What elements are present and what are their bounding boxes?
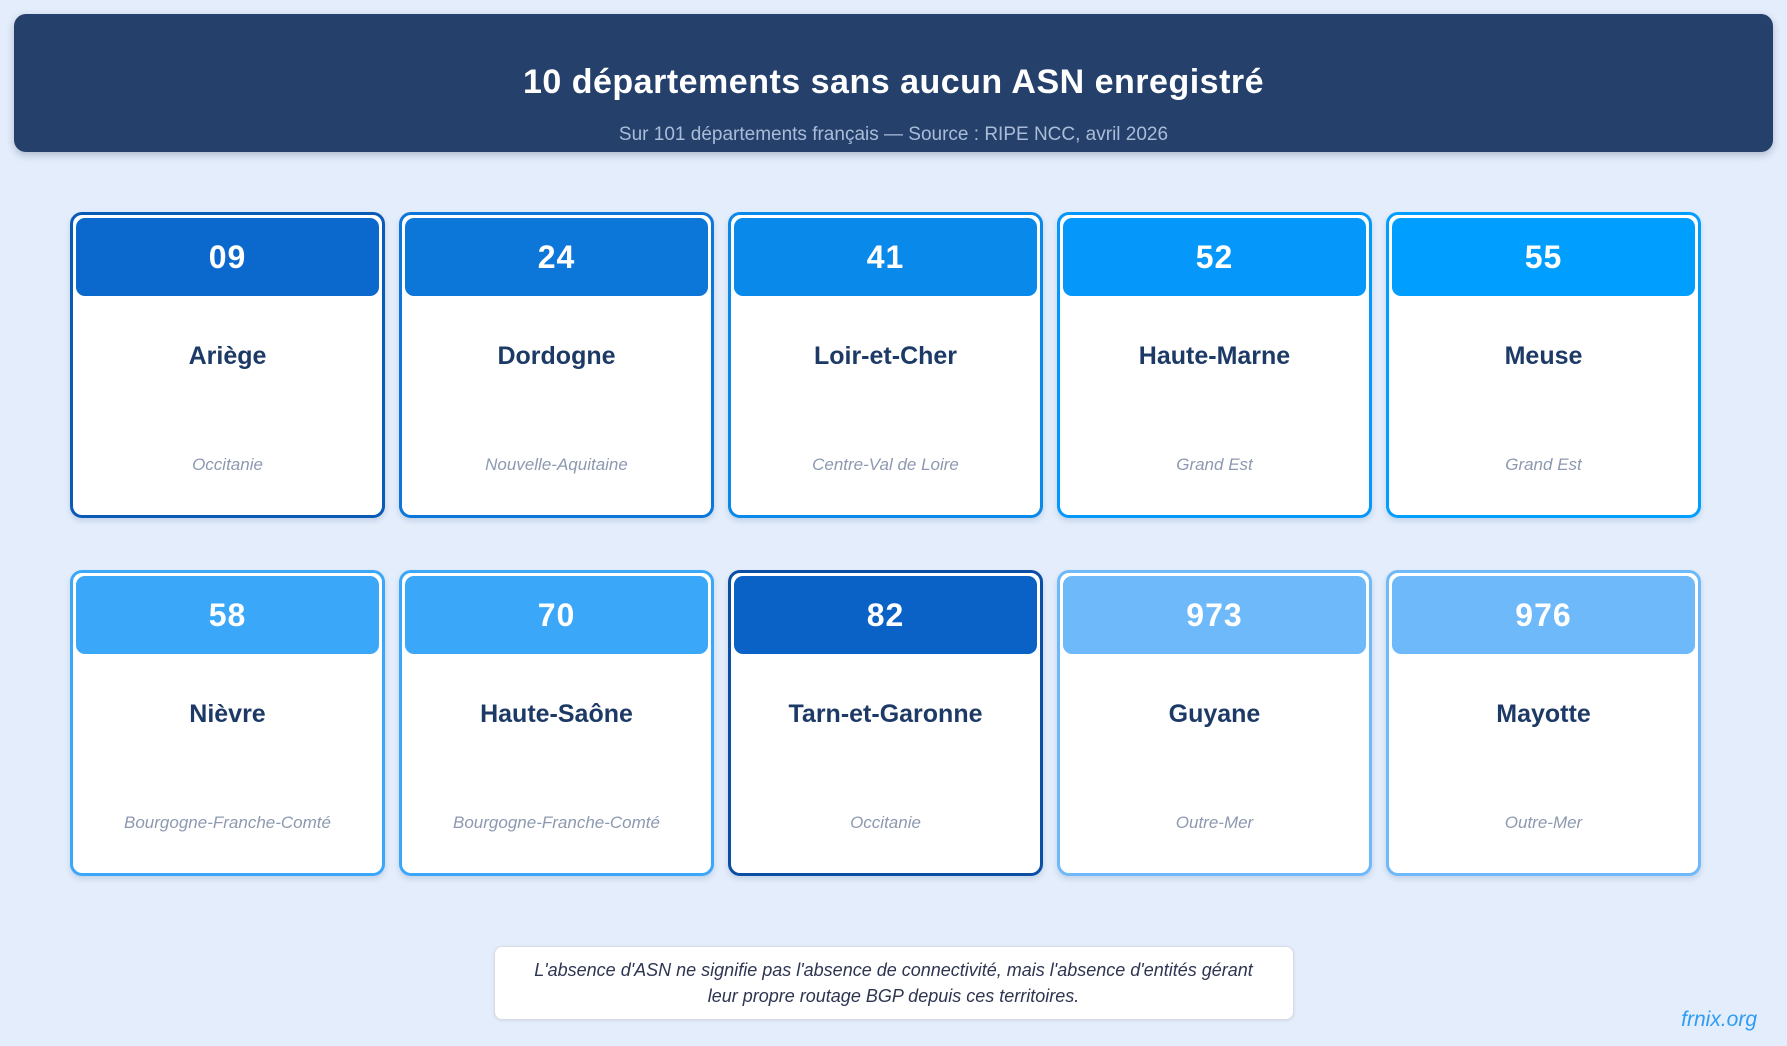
card-body: Ariège Occitanie xyxy=(73,296,382,515)
card-code-header: 52 xyxy=(1063,218,1366,296)
card-body: Loir-et-Cher Centre-Val de Loire xyxy=(731,296,1040,515)
card-region: Bourgogne-Franche-Comté xyxy=(453,813,660,832)
note-text: L'absence d'ASN ne signifie pas l'absenc… xyxy=(534,960,1253,1007)
card-region: Grand Est xyxy=(1176,455,1253,474)
card-code-header: 41 xyxy=(734,218,1037,296)
department-card: 58 Nièvre Bourgogne-Franche-Comté xyxy=(70,570,385,876)
department-card: 55 Meuse Grand Est xyxy=(1386,212,1701,518)
card-name: Tarn-et-Garonne xyxy=(788,700,983,728)
department-card: 41 Loir-et-Cher Centre-Val de Loire xyxy=(728,212,1043,518)
department-card: 973 Guyane Outre-Mer xyxy=(1057,570,1372,876)
card-name: Mayotte xyxy=(1496,700,1591,728)
card-body: Haute-Marne Grand Est xyxy=(1060,296,1369,515)
card-code: 52 xyxy=(1195,238,1234,275)
page-subtitle: Sur 101 départements français — Source :… xyxy=(618,124,1169,145)
card-body: Nièvre Bourgogne-Franche-Comté xyxy=(73,654,382,873)
card-code: 976 xyxy=(1515,596,1572,633)
card-name: Haute-Saône xyxy=(480,700,633,728)
card-body: Dordogne Nouvelle-Aquitaine xyxy=(402,296,711,515)
card-region: Outre-Mer xyxy=(1175,813,1254,832)
department-card: 09 Ariège Occitanie xyxy=(70,212,385,518)
card-code-header: 973 xyxy=(1063,576,1366,654)
card-code-header: 976 xyxy=(1392,576,1695,654)
card-region: Occitanie xyxy=(850,813,921,832)
card-name: Ariège xyxy=(188,342,267,370)
card-code: 82 xyxy=(866,596,905,633)
card-body: Meuse Grand Est xyxy=(1389,296,1698,515)
card-code: 24 xyxy=(537,238,576,275)
cards-grid: 09 Ariège Occitanie 24 Dordogne Nouvelle… xyxy=(70,212,1703,876)
card-code: 70 xyxy=(537,596,576,633)
department-card: 52 Haute-Marne Grand Est xyxy=(1057,212,1372,518)
card-region: Occitanie xyxy=(192,455,263,474)
card-region: Centre-Val de Loire xyxy=(812,455,959,474)
card-code-header: 09 xyxy=(76,218,379,296)
card-code-header: 24 xyxy=(405,218,708,296)
card-region: Grand Est xyxy=(1505,455,1582,474)
card-name: Meuse xyxy=(1504,342,1583,370)
note-box: L'absence d'ASN ne signifie pas l'absenc… xyxy=(493,946,1294,1021)
card-body: Mayotte Outre-Mer xyxy=(1389,654,1698,873)
department-card: 70 Haute-Saône Bourgogne-Franche-Comté xyxy=(399,570,714,876)
card-name: Dordogne xyxy=(497,342,616,370)
page-title: 10 départements sans aucun ASN enregistr… xyxy=(522,63,1265,101)
card-code-header: 82 xyxy=(734,576,1037,654)
card-body: Haute-Saône Bourgogne-Franche-Comté xyxy=(402,654,711,873)
card-code: 55 xyxy=(1524,238,1563,275)
department-card: 24 Dordogne Nouvelle-Aquitaine xyxy=(399,212,714,518)
card-name: Nièvre xyxy=(189,700,266,728)
card-region: Bourgogne-Franche-Comté xyxy=(124,813,331,832)
card-code-header: 55 xyxy=(1392,218,1695,296)
card-code-header: 58 xyxy=(76,576,379,654)
card-region: Outre-Mer xyxy=(1504,813,1583,832)
card-code: 973 xyxy=(1186,596,1243,633)
card-code-header: 70 xyxy=(405,576,708,654)
card-name: Haute-Marne xyxy=(1138,342,1291,370)
card-body: Tarn-et-Garonne Occitanie xyxy=(731,654,1040,873)
card-name: Guyane xyxy=(1168,700,1261,728)
card-name: Loir-et-Cher xyxy=(813,342,958,370)
card-body: Guyane Outre-Mer xyxy=(1060,654,1369,873)
card-code: 41 xyxy=(866,238,905,275)
card-code: 58 xyxy=(208,596,247,633)
frnix-link[interactable]: frnix.org xyxy=(1681,1008,1757,1031)
card-region: Nouvelle-Aquitaine xyxy=(485,455,628,474)
department-card: 976 Mayotte Outre-Mer xyxy=(1386,570,1701,876)
header-banner: 10 départements sans aucun ASN enregistr… xyxy=(14,14,1773,152)
department-card: 82 Tarn-et-Garonne Occitanie xyxy=(728,570,1043,876)
card-code: 09 xyxy=(208,238,247,275)
